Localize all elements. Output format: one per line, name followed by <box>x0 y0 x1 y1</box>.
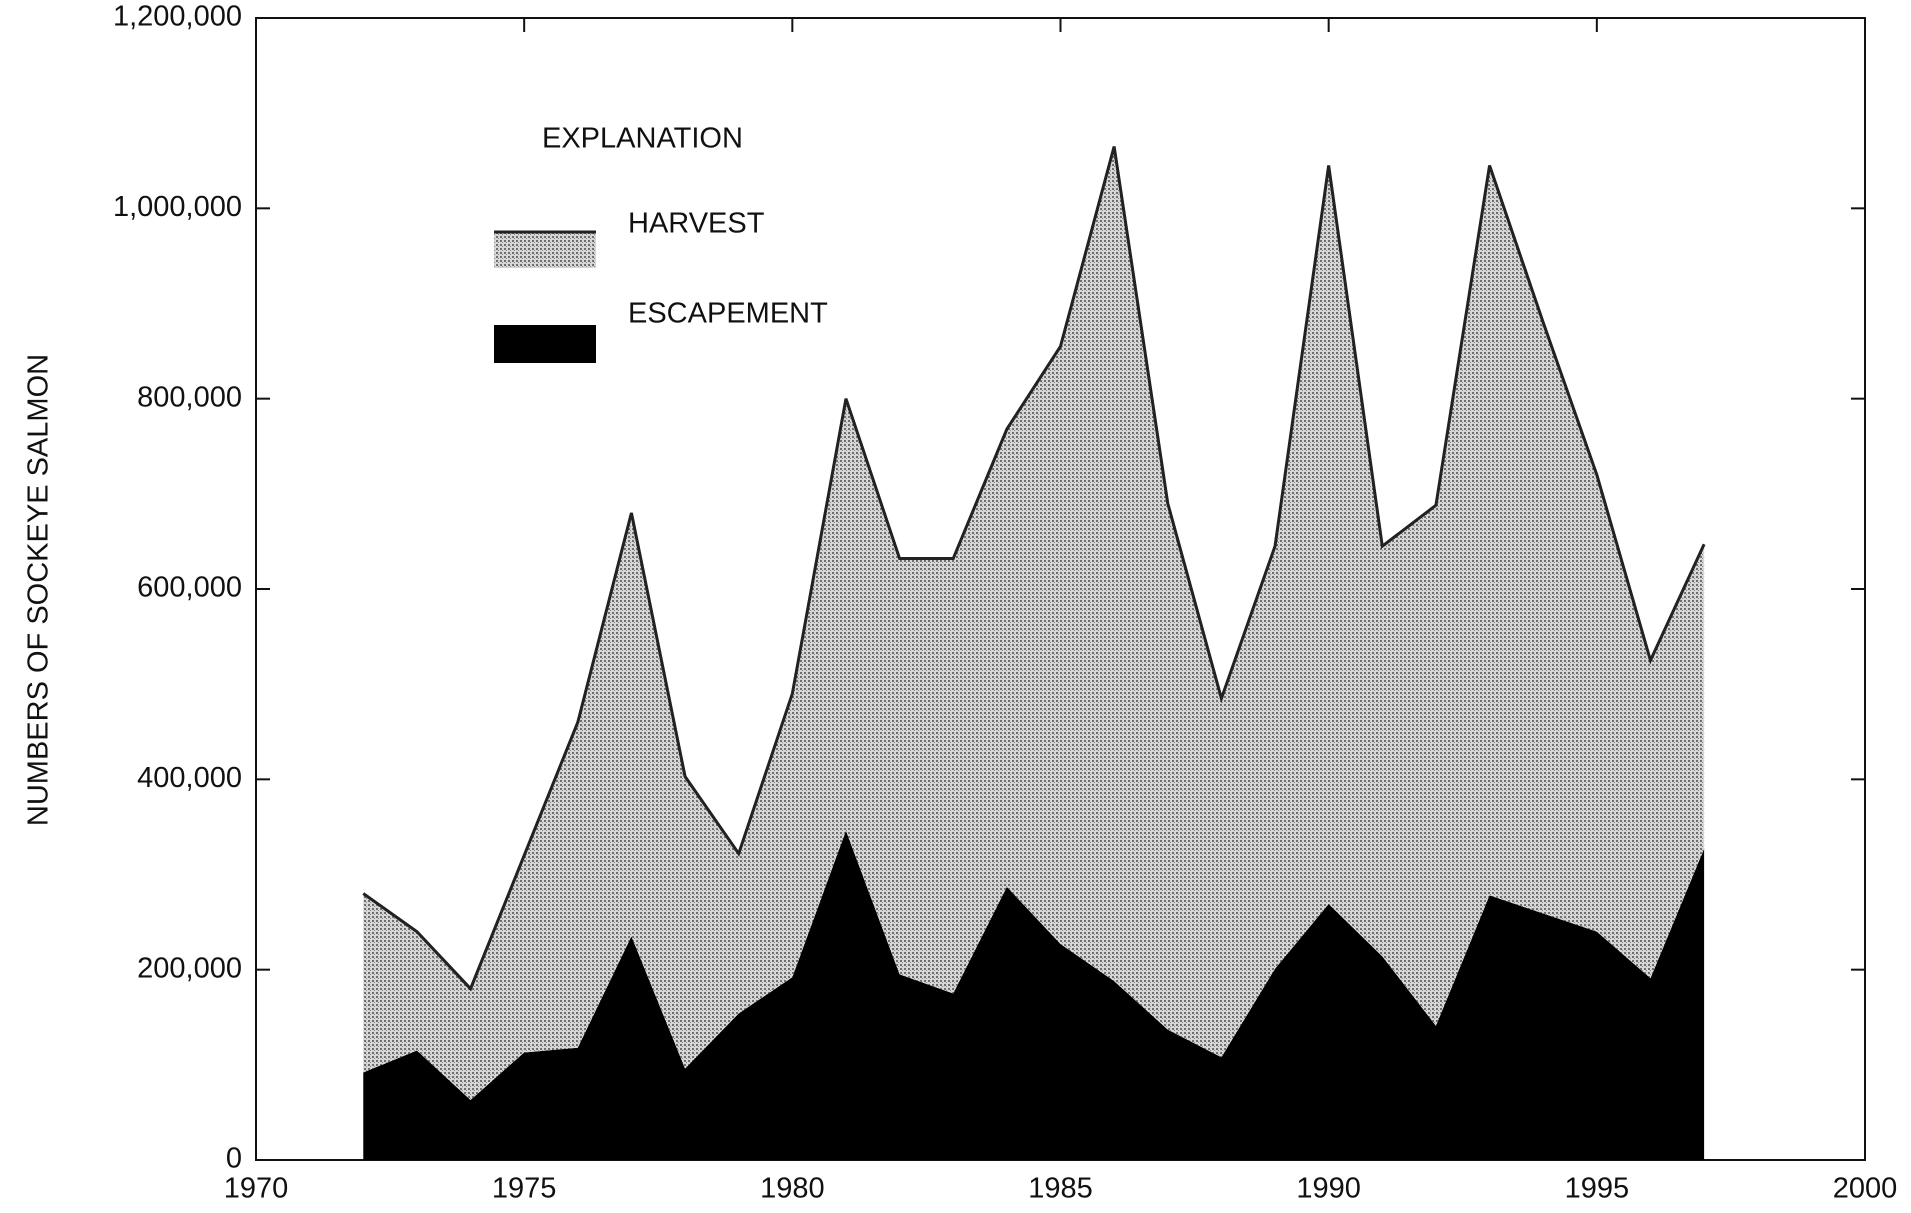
y-tick-label: 600,000 <box>137 572 242 604</box>
x-tick-label: 2000 <box>1833 1173 1898 1205</box>
x-tick-label: 1980 <box>760 1173 825 1205</box>
x-tick-label: 1990 <box>1296 1173 1361 1205</box>
y-tick-label: 0 <box>226 1143 242 1175</box>
y-tick-label: 1,000,000 <box>113 191 242 223</box>
x-tick-label: 1975 <box>492 1173 557 1205</box>
area-top-line <box>362 146 1706 992</box>
legend-label: ESCAPEMENT <box>628 298 828 330</box>
legend-swatch <box>494 325 596 363</box>
x-tick-label: 1985 <box>1028 1173 1093 1205</box>
x-tick-label: 1995 <box>1565 1173 1630 1205</box>
y-tick-label: 200,000 <box>137 952 242 984</box>
y-axis-label: NUMBERS OF SOCKEYE SALMON <box>23 354 55 826</box>
area <box>363 146 1705 1101</box>
area <box>363 830 1705 1160</box>
legend-swatch <box>494 232 596 268</box>
legend-title: EXPLANATION <box>542 123 743 155</box>
y-tick-label: 1,200,000 <box>113 1 242 33</box>
x-tick-label: 1970 <box>224 1173 289 1205</box>
legend-label: HARVEST <box>628 208 765 240</box>
y-tick-label: 800,000 <box>137 381 242 413</box>
y-tick-label: 400,000 <box>137 762 242 794</box>
